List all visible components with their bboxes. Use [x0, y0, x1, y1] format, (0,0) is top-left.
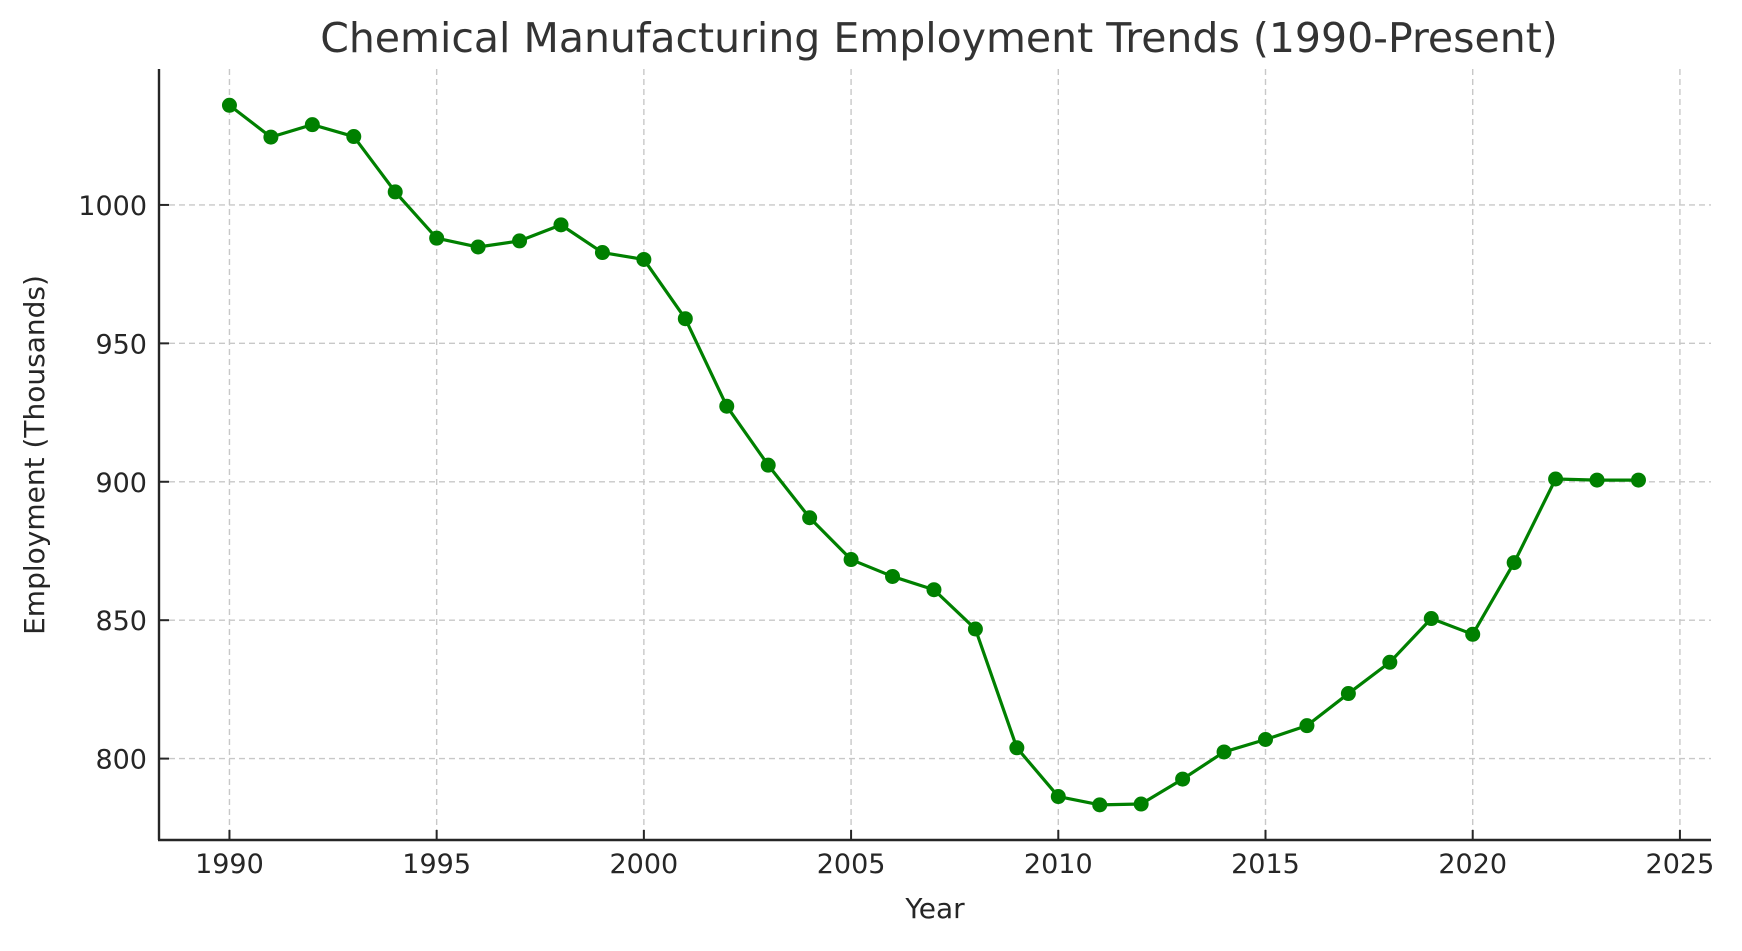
y-tick-label: 800 [95, 745, 147, 776]
data-point-marker [885, 568, 901, 584]
data-point-marker [1299, 718, 1315, 734]
data-point-marker [594, 245, 610, 261]
data-point-marker [1382, 654, 1398, 670]
y-tick-label: 950 [95, 329, 147, 360]
data-point-marker [1216, 744, 1232, 760]
x-tick-label: 2010 [1024, 849, 1093, 880]
y-axis-label: Employment (Thousands) [18, 275, 51, 635]
data-point-marker [760, 457, 776, 473]
data-point-marker [843, 552, 859, 568]
y-tick-label: 850 [95, 606, 147, 637]
data-point-marker [1423, 611, 1439, 627]
data-point-marker [802, 510, 818, 526]
data-point-marker [1092, 797, 1108, 813]
x-axis-ticks: 1990 1995 2000 2005 2010 2015 2020 2025 [195, 830, 1714, 880]
x-tick-label: 2000 [610, 849, 679, 880]
x-tick-label: 2020 [1438, 849, 1507, 880]
grid-lines [159, 69, 1711, 840]
chart-title: Chemical Manufacturing Employment Trends… [320, 14, 1558, 62]
data-point-marker [1465, 626, 1481, 642]
data-point-marker [512, 233, 528, 249]
series-line [228, 104, 1639, 807]
data-point-marker [1009, 740, 1025, 756]
x-tick-label: 2005 [817, 849, 886, 880]
y-tick-label: 900 [95, 468, 147, 499]
data-point-marker [304, 117, 320, 133]
data-point-marker [636, 251, 652, 267]
data-point-marker [1506, 555, 1522, 571]
data-point-marker [677, 311, 693, 327]
data-point-marker [387, 184, 403, 200]
data-point-marker [1340, 686, 1356, 702]
data-point-marker [221, 97, 237, 113]
data-point-marker [1175, 771, 1191, 787]
data-point-marker [1589, 472, 1605, 488]
x-tick-label: 1990 [195, 849, 264, 880]
data-point-marker [719, 398, 735, 414]
data-series [221, 97, 1646, 813]
data-point-marker [1133, 796, 1149, 812]
data-point-marker [470, 239, 486, 255]
data-point-marker [1257, 732, 1273, 748]
y-tick-label: 1000 [78, 191, 147, 222]
data-point-marker [263, 129, 279, 145]
x-tick-label: 2025 [1646, 849, 1715, 880]
x-tick-label: 2015 [1231, 849, 1300, 880]
data-point-marker [346, 129, 362, 145]
data-point-marker [967, 621, 983, 637]
data-point-marker [926, 582, 942, 598]
y-axis-ticks: 800 850 900 950 1000 [78, 191, 169, 776]
x-axis-label: Year [904, 892, 965, 925]
data-point-marker [553, 217, 569, 233]
data-point-marker [1630, 472, 1646, 488]
data-point-marker [429, 230, 445, 246]
data-point-marker [1548, 471, 1564, 487]
data-point-marker [1050, 789, 1066, 805]
x-tick-label: 1995 [402, 849, 471, 880]
